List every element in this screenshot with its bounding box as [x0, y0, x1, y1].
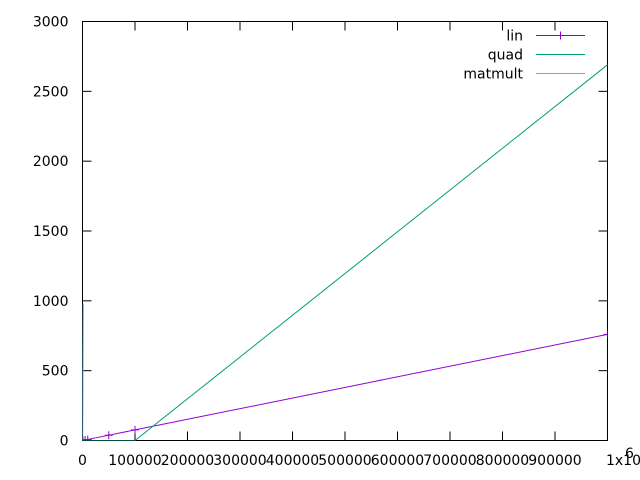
- series-line-matmult: [82, 303, 84, 441]
- series-matmult: [82, 303, 84, 441]
- legend-label-quad: quad: [488, 48, 523, 64]
- x-tick-label: 400000: [266, 453, 319, 469]
- x-tick-label: 100000: [108, 453, 161, 469]
- y-tick-label: 1500: [33, 224, 69, 240]
- x-tick-label: 1x10: [606, 453, 640, 469]
- series-lin: [82, 330, 608, 441]
- x-axis: 0 100000 200000 300000 400000 500000 600000 700…: [78, 21, 640, 469]
- legend: lin quad matmult: [463, 29, 585, 83]
- x-tick-label: 600000: [371, 453, 424, 469]
- series-line-quad: [82, 64, 608, 441]
- x-tick-label: 500000: [318, 453, 371, 469]
- data-point: [83, 435, 92, 441]
- y-tick-label: 3000: [33, 15, 69, 31]
- plot-frame: [82, 21, 608, 441]
- x-multiplier-exponent: 6: [625, 446, 634, 462]
- data-point: [603, 330, 608, 339]
- legend-label-lin: lin: [506, 29, 523, 45]
- y-tick-label: 500: [42, 364, 69, 380]
- y-tick-label: 2500: [33, 84, 69, 100]
- x-tick-label: 200000: [161, 453, 214, 469]
- series-layer: [82, 64, 608, 441]
- x-tick-label: 0: [78, 453, 87, 469]
- data-point: [131, 425, 139, 434]
- x-tick-label: 300000: [213, 453, 266, 469]
- legend-marker: [556, 31, 565, 40]
- y-tick-label: 1000: [33, 294, 69, 310]
- x-tick-label: 800000: [476, 453, 529, 469]
- y-axis: 0 500 1000 1500 2000 2500 3000: [33, 15, 608, 450]
- x-tick-label: 900000: [528, 453, 581, 469]
- legend-label-matmult: matmult: [463, 67, 523, 83]
- series-quad: [82, 64, 608, 441]
- series-line-lin: [82, 333, 608, 441]
- y-tick-label: 0: [60, 434, 69, 450]
- data-point: [104, 431, 113, 440]
- y-tick-label: 2000: [33, 154, 69, 170]
- x-tick-label: 700000: [423, 453, 476, 469]
